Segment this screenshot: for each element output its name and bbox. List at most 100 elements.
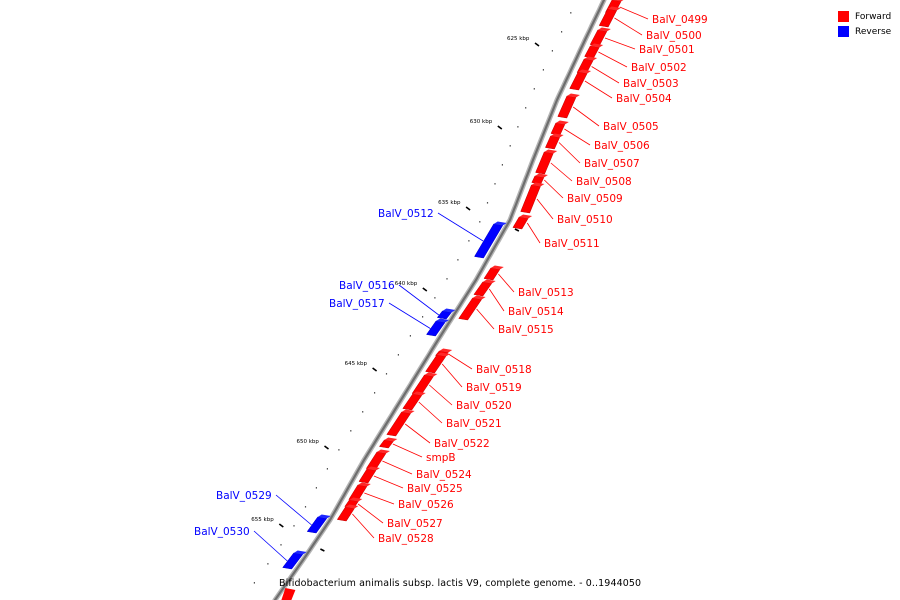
forward-gene-glyph (378, 439, 394, 449)
gene-label: BalV_0513 (518, 287, 574, 299)
gene-label: BalV_0519 (466, 382, 522, 394)
gene-leader-line (382, 460, 413, 475)
gene-leader-line (598, 51, 628, 68)
minor-tick (397, 354, 399, 356)
forward-gene-top (472, 295, 486, 300)
forward-gene-glyph (557, 95, 577, 119)
minor-tick (570, 12, 572, 14)
gene-label: BalV_0502 (631, 62, 687, 74)
gene-label: BalV_0507 (584, 158, 640, 170)
forward-gene-top (544, 149, 558, 154)
reverse-gene-top (317, 514, 331, 519)
gene-label: BalV_0503 (623, 78, 679, 90)
minor-tick (304, 506, 307, 508)
backbone-arc (273, 0, 606, 600)
major-tick (324, 445, 329, 450)
gene-leader-line (441, 363, 463, 388)
gene-leader-line (392, 443, 423, 458)
legend-forward: Forward (838, 9, 891, 24)
forward-gene-glyph (483, 267, 501, 281)
minor-tick (409, 335, 411, 337)
minor-tick (457, 259, 459, 261)
forward-gene-top (519, 214, 533, 219)
forward-gene-glyph (569, 71, 588, 91)
forward-gene-glyph (336, 506, 355, 522)
forward-gene-top (531, 182, 545, 187)
inner-mark (514, 228, 520, 232)
gene-label: BalV_0501 (639, 44, 695, 56)
inner-mark (320, 548, 325, 552)
major-tick (278, 523, 284, 528)
gene-label: BalV_0499 (652, 14, 708, 26)
minor-tick (362, 411, 364, 413)
genome-caption: Bifidobacterium animalis subsp. lactis V… (279, 578, 642, 589)
gene-label: BalV_0515 (498, 324, 554, 336)
minor-tick (280, 544, 282, 546)
tick-label: 645 kbp (345, 361, 368, 367)
gene-leader-line (253, 530, 288, 562)
major-tick (497, 125, 503, 130)
major-tick (422, 287, 428, 292)
tick-label: 635 kbp (438, 200, 461, 206)
gene-leader-line (619, 6, 649, 20)
tick-label: 630 kbp (470, 119, 493, 125)
gene-label: BalV_0522 (434, 438, 490, 450)
forward-gene-top (555, 120, 569, 125)
major-tick (372, 367, 378, 372)
forward-gene-top (366, 466, 380, 471)
gene-label: BalV_0518 (476, 364, 532, 376)
gene-leader-line (388, 302, 431, 329)
forward-gene-top (401, 409, 415, 414)
forward-gene-top (412, 391, 426, 396)
forward-gene-top (349, 497, 363, 502)
tick-label: 655 kbp (251, 517, 274, 523)
gene-label: BalV_0511 (544, 238, 600, 250)
minor-tick (525, 107, 527, 109)
forward-gene-top (612, 0, 624, 2)
gene-label: BalV_0530 (194, 526, 250, 538)
forward-gene-glyph (531, 175, 545, 185)
legend-forward-label: Forward (855, 11, 892, 22)
gene-leader-line (357, 503, 384, 524)
gene-leader-line (448, 353, 473, 370)
forward-swatch (838, 11, 849, 22)
minor-tick (338, 449, 340, 451)
reverse-gene-top (442, 308, 456, 313)
gene-leader-line (364, 492, 395, 505)
gene-leader-line (536, 198, 554, 220)
forward-gene-top (590, 43, 604, 48)
tick-label: 625 kbp (507, 36, 530, 42)
gene-label: BalV_0520 (456, 400, 512, 412)
minor-tick (315, 487, 317, 489)
gene-leader-line (614, 17, 643, 36)
gene-leader-line (404, 423, 431, 444)
minor-tick (253, 582, 255, 584)
gene-leader-line (488, 288, 505, 312)
gene-label: BalV_0526 (398, 499, 454, 511)
gene-label: BalV_0525 (407, 483, 463, 495)
reverse-gene-top (436, 318, 449, 323)
major-tick (534, 42, 540, 47)
forward-gene-top (550, 133, 564, 138)
minor-tick (350, 430, 352, 432)
forward-gene-top (490, 265, 504, 270)
gene-label: BalV_0506 (594, 140, 650, 152)
gene-label: BalV_0500 (646, 30, 702, 42)
minor-tick (374, 392, 376, 394)
gene-label: BalV_0524 (416, 469, 472, 481)
reverse-gene-top (293, 550, 307, 555)
reverse-gene-top (493, 221, 507, 226)
gene-label: BalV_0504 (616, 93, 672, 105)
forward-gene-top (424, 372, 438, 377)
forward-gene-top (578, 69, 592, 74)
gene-leader-line (373, 475, 404, 489)
forward-gene-glyph (512, 216, 529, 230)
gene-label: BalV_0512 (378, 208, 434, 220)
forward-gene-top (357, 482, 371, 487)
minor-tick (533, 88, 535, 90)
gene-label: BalV_0517 (329, 298, 385, 310)
forward-gene-glyph (358, 468, 377, 484)
forward-gene-top (607, 6, 621, 11)
minor-tick (479, 221, 481, 223)
